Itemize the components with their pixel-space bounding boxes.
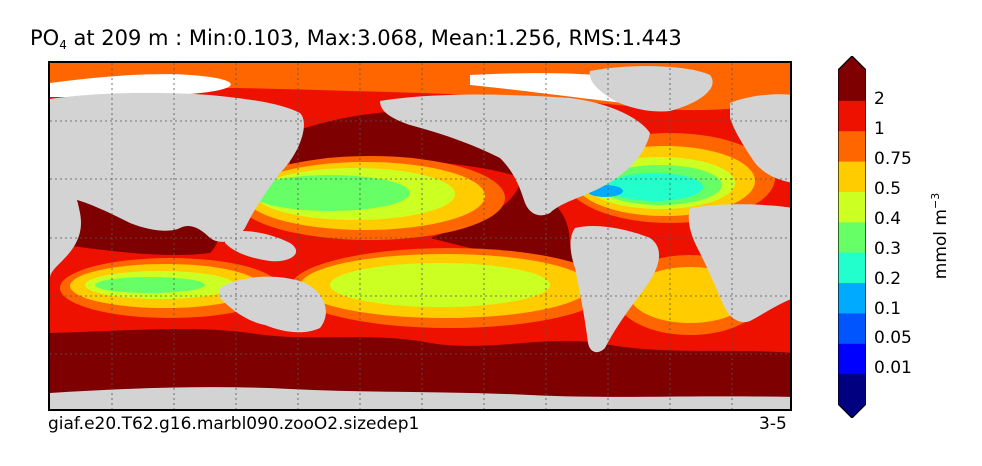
cbar-tick: 0.3 bbox=[874, 239, 902, 259]
title-stats: at 209 m : Min:0.103, Max:3.068, Mean:1.… bbox=[66, 26, 682, 50]
land-maritime-se-asia bbox=[225, 231, 297, 262]
cbar-block bbox=[838, 221, 866, 253]
cbar-tick: 0.1 bbox=[874, 299, 902, 319]
cbar-tick: 2 bbox=[874, 89, 885, 109]
cbar-block bbox=[838, 100, 866, 132]
land-europe bbox=[730, 94, 790, 183]
cbar-tick: 0.4 bbox=[874, 209, 902, 229]
title-subscript: 4 bbox=[59, 38, 67, 52]
cbar-tick: 0.75 bbox=[874, 149, 912, 169]
land-north-america bbox=[380, 94, 650, 216]
spac-gyre-0.4 bbox=[330, 263, 550, 307]
unit-main: mmol m bbox=[930, 209, 951, 280]
land-africa-east bbox=[50, 153, 81, 278]
land-south-america bbox=[570, 226, 660, 353]
cbar-block bbox=[838, 161, 866, 192]
po4-map bbox=[48, 61, 792, 411]
npac-gyre-0.3 bbox=[250, 175, 410, 211]
cbar-block bbox=[838, 373, 866, 405]
cbar-block bbox=[838, 282, 866, 314]
cbar-block bbox=[838, 343, 866, 375]
case-name: giaf.e20.T62.g16.marbl090.zooO2.sizedep1 bbox=[48, 414, 420, 434]
cbar-block bbox=[838, 252, 866, 284]
cbar-block bbox=[838, 312, 866, 344]
arctic-ice bbox=[50, 73, 692, 107]
cbar-tick: 0.2 bbox=[874, 269, 902, 289]
land-antarctica bbox=[50, 387, 790, 409]
indian-gyre-0.3 bbox=[95, 277, 205, 293]
land-africa bbox=[688, 204, 790, 323]
natl-gyre-0.2 bbox=[607, 173, 703, 201]
unit-exponent: −3 bbox=[929, 192, 943, 209]
cbar-tick: 0.01 bbox=[874, 358, 912, 378]
map-canvas bbox=[50, 63, 790, 409]
cbar-tick: 0.05 bbox=[874, 328, 912, 348]
year-range: 3-5 bbox=[759, 414, 787, 434]
plot-title: PO4 at 209 m : Min:0.103, Max:3.068, Mea… bbox=[30, 26, 682, 52]
cbar-block bbox=[838, 191, 866, 223]
title-variable: PO bbox=[30, 26, 60, 50]
cbar-tick: 0.5 bbox=[874, 179, 902, 199]
colorbar bbox=[838, 56, 866, 418]
cbar-extend-min bbox=[838, 404, 866, 418]
land-australia bbox=[220, 276, 326, 333]
cbar-extend-max bbox=[838, 56, 866, 70]
cbar-block bbox=[838, 130, 866, 162]
cbar-block bbox=[838, 70, 866, 101]
colorbar-unit-label: mmol m−3 bbox=[929, 193, 951, 279]
land-eurasia bbox=[50, 92, 304, 242]
land-greenland bbox=[589, 66, 713, 112]
cbar-tick: 1 bbox=[874, 119, 885, 139]
graticule bbox=[50, 63, 790, 409]
